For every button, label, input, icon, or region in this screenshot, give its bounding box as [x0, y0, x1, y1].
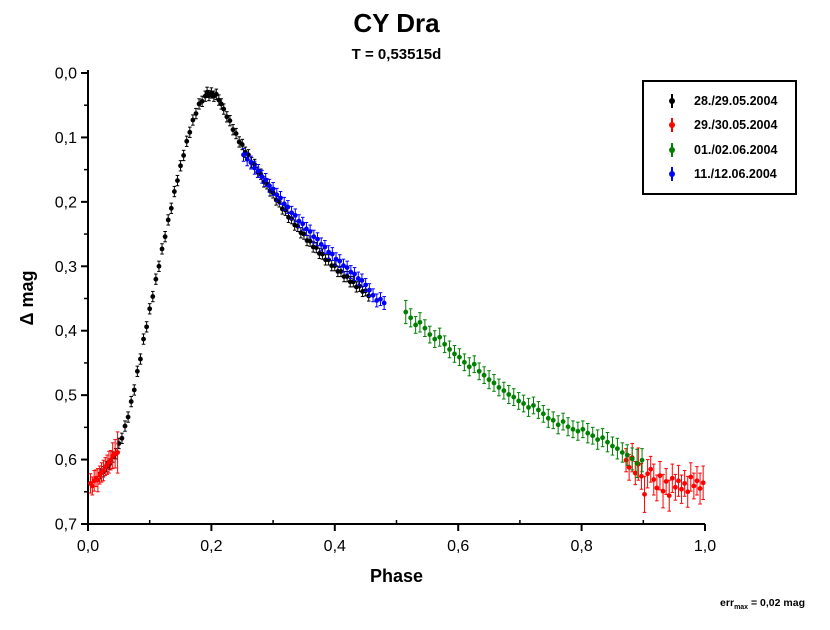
legend-label: 01./02.06.2004	[694, 142, 778, 157]
legend-label: 11./12.06.2004	[694, 166, 777, 181]
error-note-prefix: err	[720, 597, 735, 609]
svg-text:0,4: 0,4	[55, 323, 77, 340]
black-series-marker-icon	[669, 94, 675, 109]
svg-text:0,6: 0,6	[55, 452, 77, 469]
legend-item: 28./29.05.2004	[669, 94, 795, 109]
error-note-subscript: max	[734, 604, 749, 612]
svg-text:0,3: 0,3	[55, 259, 77, 276]
svg-text:0,8: 0,8	[570, 538, 592, 555]
svg-text:0,1: 0,1	[55, 130, 77, 147]
error-note: errmax = 0,02 mag	[720, 597, 805, 611]
svg-text:0,4: 0,4	[324, 538, 346, 555]
chart-title: CY Dra	[353, 8, 440, 38]
svg-text:0,5: 0,5	[55, 388, 77, 405]
red-series-marker-icon	[669, 118, 675, 133]
svg-text:1,0: 1,0	[694, 538, 716, 555]
svg-text:0,0: 0,0	[77, 538, 99, 555]
svg-text:0,0: 0,0	[55, 66, 77, 83]
x-axis-title: Phase	[369, 566, 424, 586]
legend-label: 28./29.05.2004	[694, 94, 778, 109]
chart-subtitle: T = 0,53515d	[351, 46, 442, 63]
y-axis-title: Δ mag	[17, 270, 37, 326]
green-series-marker-icon	[669, 142, 675, 157]
error-note-value: = 0,02 mag	[748, 597, 805, 609]
legend-item: 29./30.05.2004	[669, 118, 795, 133]
svg-text:0,6: 0,6	[447, 538, 469, 555]
legend-label: 29./30.05.2004	[694, 118, 778, 133]
legend-item: 11./12.06.2004	[669, 166, 795, 181]
svg-text:0,7: 0,7	[55, 517, 77, 534]
svg-text:0,2: 0,2	[55, 194, 77, 211]
svg-text:0,2: 0,2	[200, 538, 222, 555]
legend-item: 01./02.06.2004	[669, 142, 795, 157]
blue-series-marker-icon	[669, 166, 675, 181]
legend: 28./29.05.2004 29./30.05.2004 01./02.06.…	[642, 80, 797, 195]
